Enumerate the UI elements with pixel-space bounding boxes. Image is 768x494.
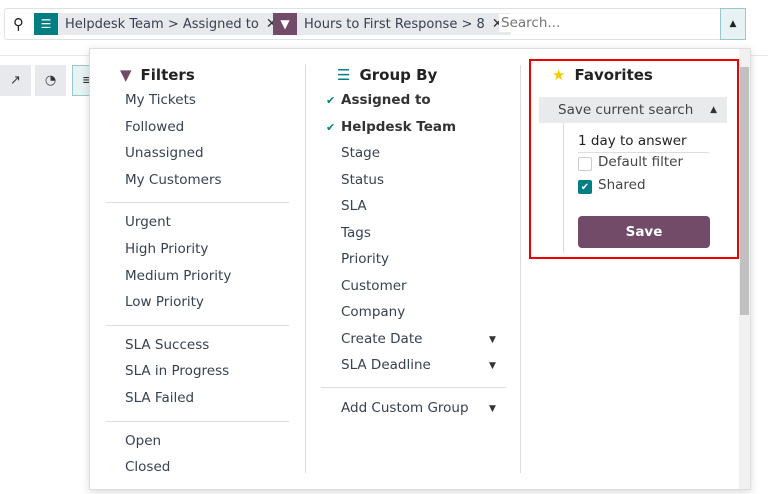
divider [106,324,289,326]
filter-item[interactable]: Urgent [125,214,171,231]
save-button[interactable]: Save [578,216,710,248]
checkmark-icon: ✔ [326,94,336,107]
filters-heading: ▼ Filters [120,66,195,84]
groupby-item[interactable]: Create Date [341,330,423,347]
filter-item[interactable]: SLA Failed [125,390,195,406]
shared-label[interactable]: Shared [598,177,646,193]
search-input[interactable] [499,14,699,32]
filter-icon: ▼ [273,13,297,35]
column-divider [520,65,521,473]
shared-checkbox[interactable]: ✔ [578,180,592,194]
pie-chart-icon: ◔ [44,73,57,88]
groupby-item[interactable]: Assigned to [341,92,431,108]
favorite-name-input[interactable] [578,131,709,153]
favorites-heading: ★ Favorites [552,66,653,84]
filters-title: Filters [140,66,195,84]
groupby-item[interactable]: Helpdesk Team [341,118,457,135]
caret-up-icon: ▲ [710,105,717,115]
filter-icon: ▼ [120,66,132,84]
add-custom-group-select[interactable]: Add Custom Group [341,399,469,416]
divider [321,386,506,388]
filter-item[interactable]: My Tickets [125,92,196,108]
groupby-heading: ☰ Group By [337,66,437,84]
remove-facet-icon[interactable]: ✕ [265,16,278,32]
filter-item[interactable]: Low Priority [125,294,204,311]
groupby-item[interactable]: Priority [341,251,390,267]
groupby-item[interactable]: Tags [341,224,371,241]
layers-icon: ☰ [34,13,58,35]
filter-item[interactable]: Medium Priority [125,267,232,284]
facet-groupby: ☰ Helpdesk Team > Assigned to ✕ [34,13,285,35]
filter-item[interactable]: My Customers [125,171,222,188]
search-panel-dropdown: ▼ Filters My Tickets Followed Unassigned My … [89,48,751,490]
remove-facet-icon[interactable]: ✕ [491,16,504,32]
checkmark-icon: ✔ [326,120,336,134]
star-icon: ★ [552,66,566,84]
divider [106,420,289,422]
filter-item[interactable]: Unassigned [125,145,204,162]
facet-label: Hours to First Response > 8 [304,16,485,32]
line-chart-icon: ↗ [10,73,21,88]
favorites-title: Favorites [574,66,653,84]
groupby-item[interactable]: SLA [341,198,367,214]
default-filter-label[interactable]: Default filter [598,154,684,170]
search-bar: ⚲ ☰ Helpdesk Team > Assigned to ✕ ▼ Hour… [4,8,746,40]
divider [563,123,564,253]
caret-down-icon[interactable]: ▼ [489,334,496,345]
filter-item[interactable]: High Priority [125,241,209,257]
groupby-item[interactable]: Status [341,171,385,188]
save-current-search-toggle[interactable]: Save current search ▲ [539,97,727,123]
facet-label: Helpdesk Team > Assigned to [65,16,259,32]
filter-item[interactable]: Open [125,432,162,449]
groupby-title: Group By [359,66,438,84]
caret-up-icon: ▲ [729,19,737,29]
groupby-item[interactable]: SLA Deadline [341,357,431,373]
caret-down-icon[interactable]: ▼ [489,361,496,371]
filter-item[interactable]: SLA in Progress [125,363,230,380]
groupby-item[interactable]: Customer [341,277,407,294]
database-icon: ≡ [82,73,93,88]
caret-down-icon[interactable]: ▼ [489,403,496,414]
search-icon[interactable]: ⚲ [13,15,24,33]
layers-icon: ☰ [337,66,351,84]
filter-item[interactable]: SLA Success [125,336,210,353]
filter-item[interactable]: Followed [125,118,185,135]
favorites-column: ★ Favorites Save current search ▲ Default … [529,59,739,259]
groupby-item[interactable]: Stage [341,145,381,161]
scrollbar-thumb[interactable] [740,67,749,315]
graph-view-button[interactable]: ↗ [0,65,31,96]
pivot-view-button[interactable]: ◔ [35,65,66,96]
filter-item[interactable]: Closed [125,459,171,476]
scrollbar[interactable] [739,49,750,489]
column-divider [305,65,306,473]
toggle-search-panel-button[interactable]: ▲ [720,8,746,40]
groupby-item[interactable]: Company [341,304,406,320]
save-current-search-label: Save current search [558,102,694,118]
default-filter-checkbox[interactable] [578,157,592,171]
facet-filter: ▼ Hours to First Response > 8 ✕ [273,13,511,35]
divider [106,202,289,204]
